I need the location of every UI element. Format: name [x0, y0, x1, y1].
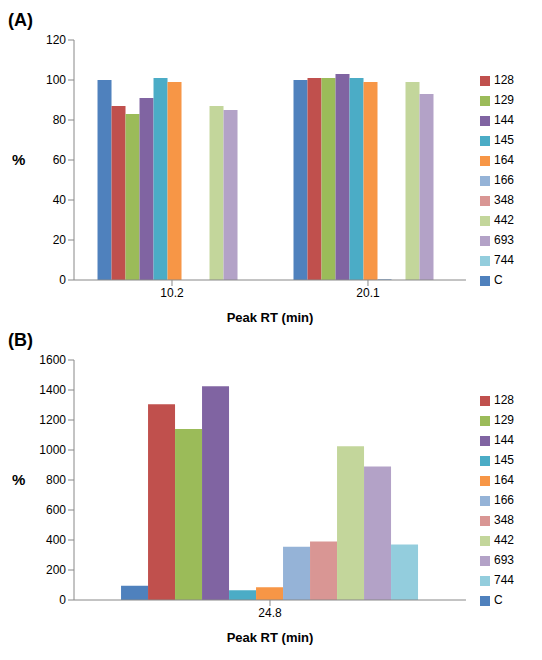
html-text:744: 744 — [494, 573, 514, 587]
html-text:145: 145 — [494, 133, 514, 147]
svg-text:1400: 1400 — [39, 383, 66, 397]
html-text:348: 348 — [494, 513, 514, 527]
html-text:144: 144 — [494, 433, 514, 447]
svg-text:10.2: 10.2 — [160, 286, 184, 300]
html-text:129: 129 — [494, 93, 514, 107]
svg-text:%: % — [12, 471, 25, 488]
html-text:145: 145 — [494, 453, 514, 467]
html-text:129: 129 — [494, 413, 514, 427]
svg-text:200: 200 — [46, 563, 66, 577]
svg-text:24.8: 24.8 — [258, 606, 282, 620]
html-text:C: C — [494, 593, 503, 607]
html-text:744: 744 — [494, 253, 514, 267]
html-text:C: C — [494, 273, 503, 287]
svg-text:120: 120 — [46, 33, 66, 47]
svg-text:20: 20 — [53, 233, 67, 247]
svg-text:100: 100 — [46, 73, 66, 87]
svg-text:20.1: 20.1 — [356, 286, 380, 300]
html-text:693: 693 — [494, 233, 514, 247]
html-text:348: 348 — [494, 193, 514, 207]
svg-text:1200: 1200 — [39, 413, 66, 427]
html-text:693: 693 — [494, 553, 514, 567]
html-text:(A): (A) — [8, 10, 33, 30]
html-text:(B): (B) — [8, 330, 33, 350]
svg-text:1000: 1000 — [39, 443, 66, 457]
svg-text:%: % — [12, 151, 25, 168]
svg-text:800: 800 — [46, 473, 66, 487]
svg-text:60: 60 — [53, 153, 67, 167]
svg-text:Peak RT (min): Peak RT (min) — [227, 630, 314, 645]
html-text:128: 128 — [494, 393, 514, 407]
html-text:166: 166 — [494, 493, 514, 507]
svg-text:0: 0 — [59, 593, 66, 607]
svg-text:400: 400 — [46, 533, 66, 547]
svg-text:0: 0 — [59, 273, 66, 287]
html-text:128: 128 — [494, 73, 514, 87]
svg-text:40: 40 — [53, 193, 67, 207]
html-text:164: 164 — [494, 153, 514, 167]
html-text:164: 164 — [494, 473, 514, 487]
html-text:442: 442 — [494, 213, 514, 227]
html-text:144: 144 — [494, 113, 514, 127]
svg-text:80: 80 — [53, 113, 67, 127]
html-text:442: 442 — [494, 533, 514, 547]
html-text:166: 166 — [494, 173, 514, 187]
svg-text:1600: 1600 — [39, 353, 66, 367]
svg-text:Peak RT (min): Peak RT (min) — [227, 310, 314, 325]
svg-text:600: 600 — [46, 503, 66, 517]
